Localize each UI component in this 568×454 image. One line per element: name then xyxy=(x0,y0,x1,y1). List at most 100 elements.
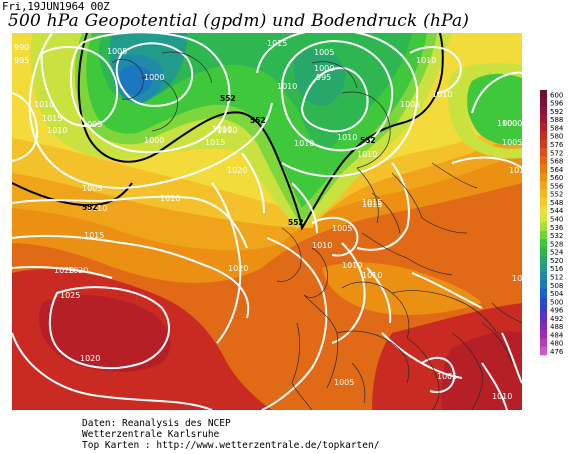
pressure-label: 1010 xyxy=(34,100,54,109)
pressure-label: 1010 xyxy=(277,82,297,91)
legend-label: 588 xyxy=(550,116,563,124)
legend-swatch xyxy=(540,239,547,248)
pressure-label: 1010 xyxy=(432,90,452,99)
color-legend: 600 596 592 588 584 580 576 572 568 564 560 556 552 5… xyxy=(540,90,568,360)
legend-label: 600 xyxy=(550,91,563,99)
legend-label: 524 xyxy=(550,249,564,257)
pressure-label: 1005 xyxy=(332,224,352,233)
pressure-labels: 990 995 1005 1000 1010 1015 1010 1005 10… xyxy=(14,39,522,401)
pressure-label: 1020 xyxy=(227,166,247,175)
height-label: 552 xyxy=(82,203,98,212)
legend-label: 516 xyxy=(550,265,564,273)
legend-swatch xyxy=(540,272,547,281)
legend-label: 528 xyxy=(550,240,563,248)
pressure-label: 1015 xyxy=(362,200,382,209)
legend-swatch xyxy=(540,263,547,273)
legend-label: 580 xyxy=(550,133,563,141)
field-band-588-southeast xyxy=(441,331,522,410)
legend-label: 492 xyxy=(550,315,563,323)
pressure-label: 1020 xyxy=(228,264,248,273)
height-contour-552 xyxy=(77,33,444,231)
legend-label: 488 xyxy=(550,323,563,331)
pressure-label: 1010 xyxy=(342,261,362,270)
pressure-label: 1010 xyxy=(362,271,382,280)
pressure-label: 1015 xyxy=(267,39,287,48)
legend-swatch xyxy=(540,139,547,149)
pressure-label: 1025 xyxy=(60,291,80,300)
pressure-label: 1010 xyxy=(294,139,314,148)
height-contour-552-west xyxy=(12,182,133,207)
legend-label: 560 xyxy=(550,174,563,182)
pressure-label: 1025 xyxy=(512,274,522,283)
legend-label: 500 xyxy=(550,298,563,306)
pressure-label: 1020 xyxy=(68,266,88,275)
pressure-label: 1010 xyxy=(217,126,237,135)
legend-label: 512 xyxy=(550,273,563,281)
legend-label: 480 xyxy=(550,340,563,348)
map-date: Fri,19JUN1964 00Z xyxy=(2,0,110,13)
pressure-label: 1000 xyxy=(314,64,334,73)
legend-swatch xyxy=(540,255,547,265)
legend-swatch xyxy=(540,338,547,348)
pressure-label: 1015 xyxy=(205,138,225,147)
pressure-label: 1000 xyxy=(144,73,164,82)
pressure-label: 1010 xyxy=(87,204,107,213)
legend-swatch xyxy=(540,346,547,356)
legend-label: 540 xyxy=(550,216,563,224)
pressure-label: 1010 xyxy=(160,194,180,203)
pressure-label: 1000 xyxy=(502,119,522,128)
height-label: 552 xyxy=(250,116,266,125)
legend-swatch xyxy=(540,90,547,99)
legend-label: 532 xyxy=(550,232,563,240)
height-label: 552 xyxy=(220,94,236,103)
field-band-508 xyxy=(120,65,153,95)
legend-swatch xyxy=(540,230,547,240)
legend-swatch xyxy=(540,98,547,107)
pressure-label: 1010 xyxy=(47,126,67,135)
legend-swatch xyxy=(540,181,547,190)
pressure-label: 1015 xyxy=(84,231,104,240)
pressure-label: 1000 xyxy=(497,119,517,128)
pressure-label: 1000 xyxy=(144,136,164,145)
legend-label: 536 xyxy=(550,224,564,232)
field-band-588 xyxy=(38,294,171,373)
height-labels: 552 552 552 552 552 xyxy=(82,94,376,227)
pressure-label: 1010 xyxy=(357,150,377,159)
isobars xyxy=(12,33,522,410)
pressure-label: 1010 xyxy=(416,56,436,65)
legend-label: 592 xyxy=(550,108,563,116)
legend-label: 552 xyxy=(550,191,563,199)
legend-label: 556 xyxy=(550,182,564,190)
pressure-label: 1010 xyxy=(337,133,357,142)
pressure-label: 1010 xyxy=(212,125,232,134)
footer-link[interactable]: Top Karten : http://www.wetterzentrale.d… xyxy=(82,440,380,451)
legend-label: 568 xyxy=(550,158,563,166)
legend-swatch xyxy=(540,114,547,124)
legend-label: 584 xyxy=(550,124,564,132)
legend-label: 548 xyxy=(550,199,563,207)
legend-swatch xyxy=(540,280,547,290)
weather-map: 990 995 1005 1000 1010 1015 1010 1005 10… xyxy=(12,33,522,410)
legend-swatch xyxy=(540,164,547,174)
footer-institution: Wetterzentrale Karlsruhe xyxy=(82,429,220,440)
legend-swatch xyxy=(540,131,547,140)
pressure-label: 1020 xyxy=(54,266,74,275)
legend-label: 596 xyxy=(550,100,564,108)
map-title: 500 hPa Geopotential (gpdm) und Bodendru… xyxy=(8,11,470,31)
legend-swatch xyxy=(540,106,547,116)
pressure-label: 1005 xyxy=(400,100,420,109)
legend-swatch xyxy=(540,222,547,232)
footer-data-source: Daten: Reanalysis des NCEP xyxy=(82,418,231,429)
legend-label: 572 xyxy=(550,149,563,157)
legend-swatch xyxy=(540,197,547,207)
legend-swatch xyxy=(540,172,547,182)
height-label: 552 xyxy=(288,218,304,227)
legend-label: 484 xyxy=(550,331,564,339)
pressure-label: 1010 xyxy=(312,241,332,250)
pressure-label: 1015 xyxy=(362,198,382,207)
legend-swatch xyxy=(540,205,547,215)
legend-swatch xyxy=(540,189,547,198)
pressure-label: 1005 xyxy=(502,138,522,147)
field-band-east-yellow xyxy=(447,63,522,159)
pressure-label: 995 xyxy=(14,56,29,65)
